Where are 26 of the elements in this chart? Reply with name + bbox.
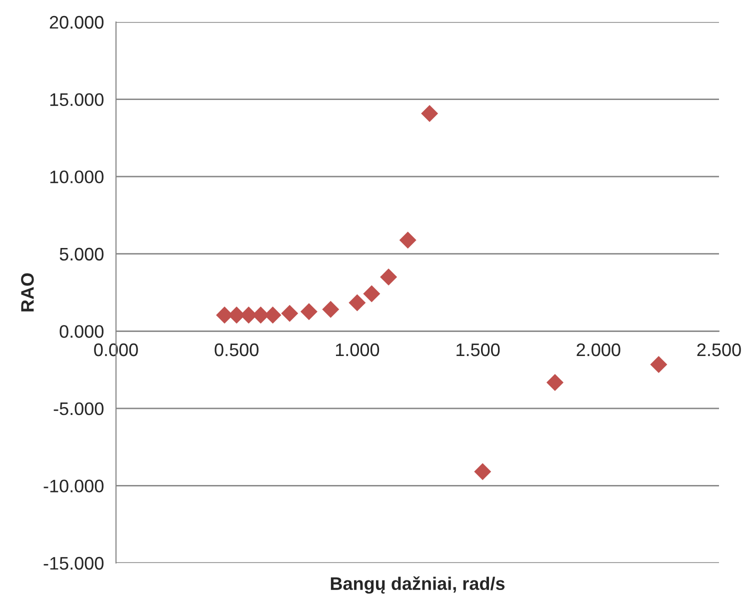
y-tick-label: -5.000 (54, 402, 104, 416)
point (363, 285, 380, 302)
point (546, 374, 564, 391)
y-tick-label: 0.000 (60, 325, 104, 338)
point (300, 303, 318, 320)
point (322, 300, 340, 318)
x-tick-label: 1.500 (456, 343, 500, 356)
y-tick-label: 20.000 (50, 16, 104, 29)
x-tick-label: 2.500 (697, 343, 741, 356)
point (380, 268, 398, 286)
y-tick-label: -15.000 (44, 556, 104, 570)
point (474, 463, 492, 480)
x-tick-label: 0.500 (214, 343, 258, 356)
y-tick-label: 10.000 (50, 170, 104, 184)
y-axis-title: RAO (21, 273, 34, 312)
point (399, 232, 416, 249)
x-axis-title: Bangų dažniai, rad/s (330, 576, 505, 594)
point (348, 294, 366, 312)
point (650, 356, 668, 374)
y-tick-label: -10.000 (44, 480, 104, 492)
y-tick-label: 5.000 (60, 248, 104, 261)
point (421, 105, 438, 122)
y-tick-label: 15.000 (50, 93, 104, 106)
x-tick-label: 1.000 (336, 343, 380, 356)
point (281, 304, 298, 322)
x-tick-label: 2.000 (576, 343, 620, 356)
